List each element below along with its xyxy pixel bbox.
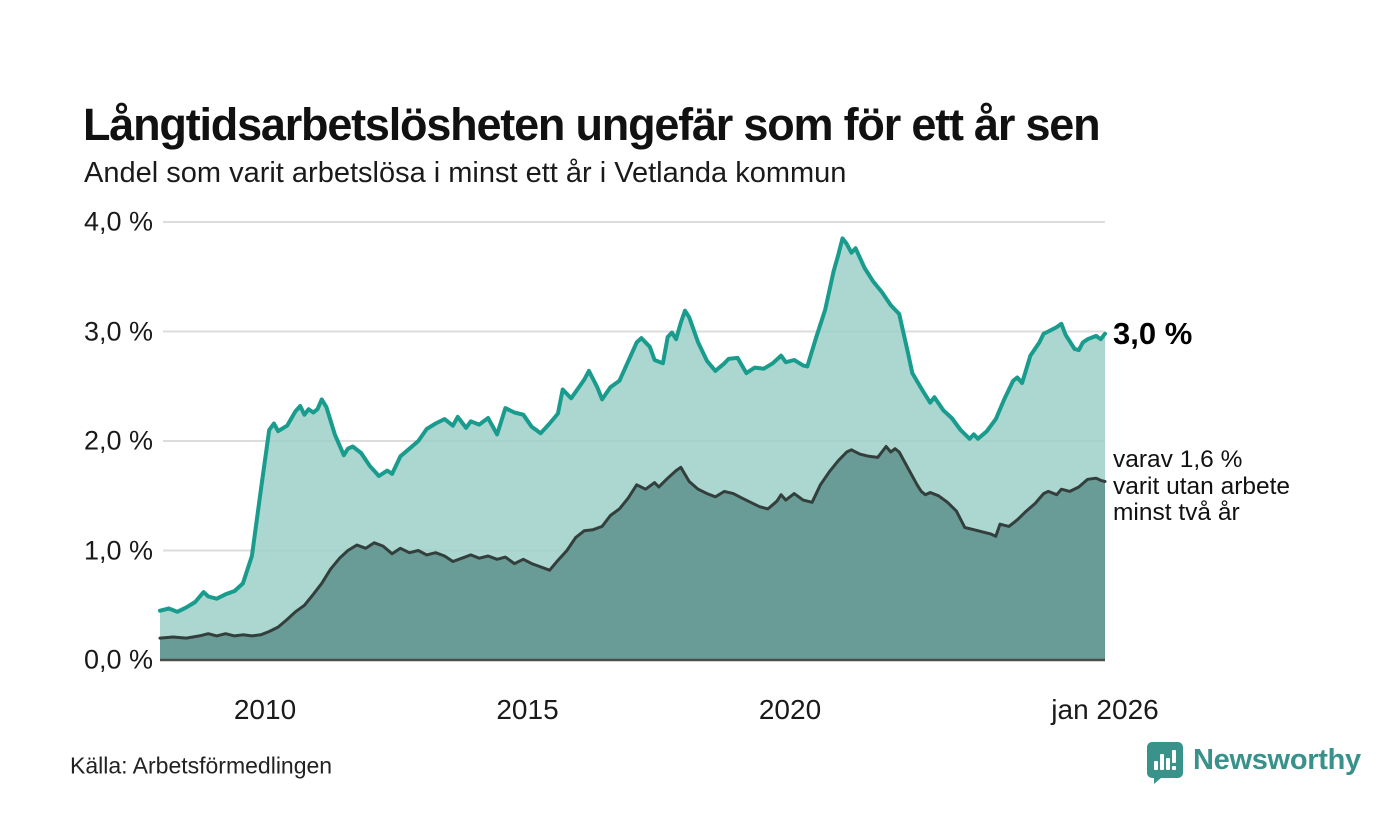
series1-end-value-label: 3,0 % <box>1113 316 1193 351</box>
y-axis-tick-label: 0,0 % <box>83 644 153 675</box>
series2-annotation-line-3: minst två år <box>1113 499 1240 526</box>
series-1-line <box>158 236 1107 614</box>
chart-subtitle: Andel som varit arbetslösa i minst ett å… <box>84 157 847 189</box>
series-2-area <box>160 446 1105 660</box>
newsworthy-brand[interactable]: Newsworthy <box>1146 741 1361 785</box>
y-axis-tick-label: 3,0 % <box>83 316 153 346</box>
y-axis-tick-label: 1,0 % <box>83 535 153 565</box>
brand-name: Newsworthy <box>1193 744 1361 776</box>
source-note: Källa: Arbetsförmedlingen <box>70 752 333 779</box>
x-axis-tick-label: jan 2026 <box>1051 694 1159 725</box>
page-title: Långtidsarbetslösheten ungefär som för e… <box>83 99 1101 151</box>
series2-annotation: varav 1,6 % varit utan arbete minst två … <box>1113 446 1353 527</box>
y-axis-tick-label: 4,0 % <box>83 206 153 237</box>
x-axis-tick-label: 2020 <box>758 694 822 725</box>
x-axis-tick-label: 2010 <box>233 694 297 725</box>
x-axis-tick-label: 2015 <box>496 694 559 725</box>
newsworthy-speech-bubble-chart-icon <box>1146 741 1184 790</box>
series2-annotation-line-2: varit utan arbete <box>1113 472 1291 500</box>
series2-annotation-line-1: varav 1,6 % <box>1113 446 1243 473</box>
series-2-line <box>158 445 1107 640</box>
y-axis-tick-label: 2,0 % <box>83 425 153 456</box>
